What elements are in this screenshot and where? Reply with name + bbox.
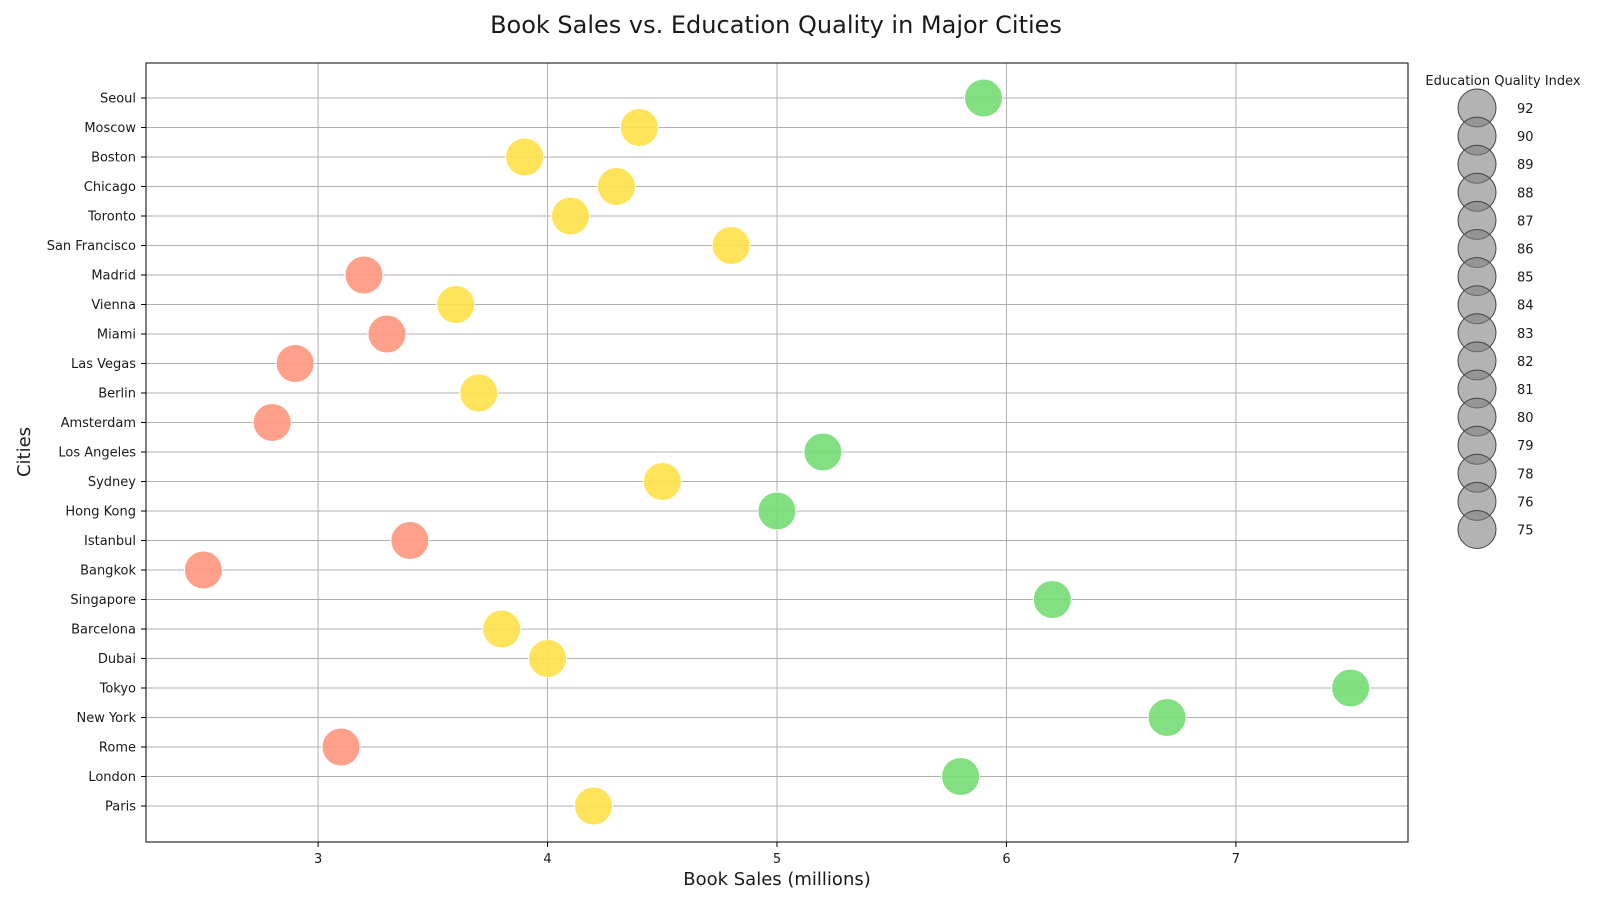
legend-label: 90 xyxy=(1517,130,1534,145)
data-point xyxy=(711,226,751,265)
points-layer xyxy=(183,78,1371,826)
data-point xyxy=(1032,580,1072,619)
grid-layer xyxy=(146,63,1408,842)
y-tick-label: Madrid xyxy=(91,269,136,284)
y-tick-label: Las Vegas xyxy=(71,357,136,372)
y-tick-label: Moscow xyxy=(84,121,136,136)
data-point xyxy=(803,432,843,472)
y-axis-label: Cities xyxy=(14,427,35,477)
legend: Education Quality Index 92 90 89 88 87 86 85 84… xyxy=(1425,74,1581,549)
data-point xyxy=(550,196,590,236)
y-tick-label: Amsterdam xyxy=(61,416,136,431)
data-point xyxy=(321,727,361,767)
legend-label: 78 xyxy=(1517,467,1534,482)
y-tick-label: Singapore xyxy=(70,593,136,608)
y-tick-label: Toronto xyxy=(87,210,136,225)
y-tick-label: Seoul xyxy=(100,92,136,107)
data-point xyxy=(964,78,1004,118)
data-point xyxy=(596,167,636,206)
y-tick-label: Paris xyxy=(105,800,136,815)
legend-label: 76 xyxy=(1517,495,1534,510)
data-point xyxy=(941,757,981,796)
legend-label: 81 xyxy=(1517,383,1534,398)
legend-label: 84 xyxy=(1517,299,1534,314)
chart-title: Book Sales vs. Education Quality in Majo… xyxy=(490,11,1062,39)
y-tick-label: Rome xyxy=(99,741,136,756)
x-tick-label: 7 xyxy=(1232,852,1240,867)
y-tick-label: New York xyxy=(76,711,136,726)
data-point xyxy=(619,108,659,147)
legend-label: 82 xyxy=(1517,355,1534,370)
y-tick-labels: Paris London Rome New York Tokyo Dubai Barcelo… xyxy=(47,92,146,815)
y-tick-label: Istanbul xyxy=(84,534,136,549)
y-tick-label: Boston xyxy=(91,151,136,166)
legend-marker xyxy=(1457,510,1497,549)
x-tick-labels: 3 4 5 6 7 xyxy=(314,842,1240,867)
legend-label: 86 xyxy=(1517,243,1534,258)
x-tick-label: 5 xyxy=(773,852,781,867)
y-tick-label: Vienna xyxy=(91,298,136,313)
data-point xyxy=(1331,668,1371,708)
data-point xyxy=(275,344,315,383)
y-tick-label: Miami xyxy=(97,328,136,343)
data-point xyxy=(482,609,522,649)
y-tick-label: Sydney xyxy=(88,475,136,490)
data-point xyxy=(505,137,545,177)
legend-label: 75 xyxy=(1517,524,1534,539)
y-tick-label: Dubai xyxy=(98,652,136,667)
legend-label: 88 xyxy=(1517,186,1534,201)
x-tick-label: 4 xyxy=(543,852,551,867)
legend-label: 79 xyxy=(1517,439,1534,454)
y-tick-label: Berlin xyxy=(98,387,136,402)
y-tick-label: London xyxy=(88,770,136,785)
data-point xyxy=(1147,698,1187,737)
data-point xyxy=(459,373,499,413)
data-point xyxy=(390,521,430,560)
y-tick-label: Hong Kong xyxy=(65,505,136,520)
data-point xyxy=(344,255,384,295)
legend-label: 89 xyxy=(1517,158,1534,173)
y-tick-label: San Francisco xyxy=(47,239,136,254)
legend-title: Education Quality Index xyxy=(1425,74,1581,89)
data-point xyxy=(757,491,797,531)
data-point xyxy=(183,550,223,590)
legend-label: 80 xyxy=(1517,411,1534,426)
x-axis-label: Book Sales (millions) xyxy=(683,869,871,890)
data-point xyxy=(573,786,613,826)
y-tick-label: Los Angeles xyxy=(58,446,136,461)
y-tick-label: Bangkok xyxy=(80,564,136,579)
legend-label: 85 xyxy=(1517,271,1534,286)
x-tick-label: 3 xyxy=(314,852,322,867)
data-point xyxy=(642,462,682,501)
y-tick-label: Chicago xyxy=(84,180,136,195)
data-point xyxy=(367,314,407,354)
y-tick-label: Barcelona xyxy=(71,623,136,638)
legend-label: 83 xyxy=(1517,327,1534,342)
data-point xyxy=(528,639,568,678)
legend-label: 92 xyxy=(1517,102,1534,117)
legend-label: 87 xyxy=(1517,214,1534,229)
data-point xyxy=(436,285,476,324)
data-point xyxy=(252,403,292,442)
y-tick-label: Tokyo xyxy=(99,682,136,697)
x-tick-label: 6 xyxy=(1002,852,1010,867)
